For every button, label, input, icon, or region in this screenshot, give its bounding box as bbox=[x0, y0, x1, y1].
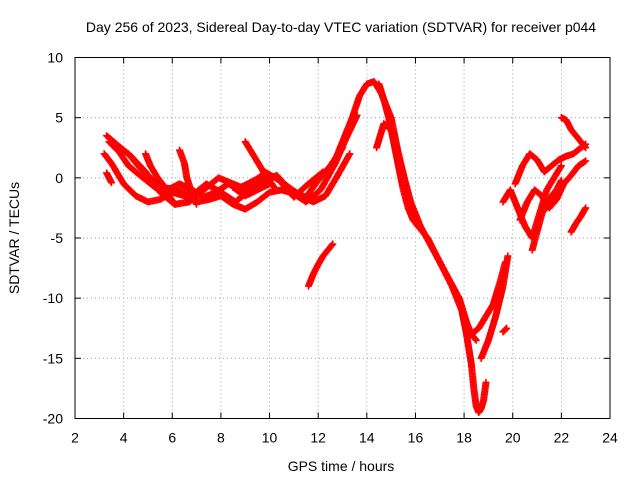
chart-title: Day 256 of 2023, Sidereal Day-to-day VTE… bbox=[86, 19, 596, 35]
x-tick-label: 24 bbox=[602, 430, 618, 446]
series-trace-13 bbox=[373, 120, 417, 216]
data-point-marker bbox=[582, 144, 590, 152]
data-point-marker bbox=[346, 150, 354, 158]
data-point-marker bbox=[482, 378, 490, 386]
data-point-marker bbox=[328, 241, 336, 249]
data-point-marker bbox=[504, 252, 512, 260]
data-point-marker bbox=[582, 204, 590, 212]
series-trace-18 bbox=[511, 140, 590, 188]
y-tick-label: -10 bbox=[43, 290, 63, 306]
x-tick-label: 14 bbox=[359, 430, 375, 446]
y-axis-label: SDTVAR / TECUs bbox=[6, 182, 22, 294]
x-tick-label: 12 bbox=[310, 430, 326, 446]
data-point-marker bbox=[409, 208, 417, 216]
y-tick-label: -5 bbox=[51, 230, 64, 246]
data-point-marker bbox=[581, 143, 589, 151]
y-tick-label: -20 bbox=[43, 411, 63, 427]
data-point-marker bbox=[501, 258, 509, 266]
x-tick-label: 22 bbox=[554, 430, 570, 446]
data-point-marker bbox=[107, 179, 115, 187]
series-trace-5 bbox=[142, 150, 179, 208]
series-trace-21 bbox=[557, 114, 590, 152]
data-point-marker bbox=[170, 199, 178, 207]
series-trace-10 bbox=[304, 240, 337, 290]
x-axis-label: GPS time / hours bbox=[288, 458, 395, 474]
data-point-marker bbox=[269, 182, 277, 190]
data-point-marker bbox=[193, 200, 201, 208]
data-point-marker bbox=[580, 158, 588, 166]
data-point-marker bbox=[318, 169, 326, 177]
data-point-marker bbox=[270, 183, 278, 191]
data-point-marker bbox=[502, 325, 510, 333]
data-point-marker bbox=[557, 163, 565, 171]
data-point-marker bbox=[557, 162, 565, 170]
data-point-marker bbox=[319, 168, 327, 176]
series-trace-3 bbox=[103, 111, 361, 208]
data-point-marker bbox=[503, 324, 511, 332]
x-tick-label: 20 bbox=[505, 430, 521, 446]
data-point-marker bbox=[472, 336, 480, 344]
series-trace-15 bbox=[467, 258, 509, 338]
grid bbox=[75, 57, 610, 419]
x-tick-label: 2 bbox=[71, 430, 79, 446]
data-point-marker bbox=[266, 180, 274, 188]
series-trace-7 bbox=[241, 138, 278, 191]
x-tick-label: 4 bbox=[120, 430, 128, 446]
series-trace-22 bbox=[567, 204, 590, 236]
data-point-marker bbox=[582, 157, 590, 165]
y-tick-label: -15 bbox=[43, 350, 63, 366]
x-tick-label: 6 bbox=[168, 430, 176, 446]
y-axis: -20 -15 -10 -5 0 5 10 bbox=[43, 50, 610, 427]
series-trace-6 bbox=[176, 146, 201, 208]
y-tick-label: 5 bbox=[55, 110, 63, 126]
data-point-marker bbox=[329, 240, 337, 248]
x-tick-label: 8 bbox=[217, 430, 225, 446]
data-points bbox=[100, 78, 590, 416]
data-point-marker bbox=[471, 335, 479, 343]
y-tick-label: 0 bbox=[55, 170, 63, 186]
series-trace-9 bbox=[103, 169, 115, 187]
x-tick-label: 10 bbox=[262, 430, 278, 446]
x-tick-label: 18 bbox=[456, 430, 472, 446]
data-point-marker bbox=[557, 176, 565, 184]
data-point-marker bbox=[171, 200, 179, 208]
y-tick-label: 10 bbox=[47, 50, 63, 66]
x-axis: 2 4 6 8 10 12 14 16 18 20 22 24 bbox=[71, 57, 618, 446]
series-trace-16 bbox=[499, 324, 511, 336]
series-trace-8 bbox=[229, 180, 274, 200]
x-tick-label: 16 bbox=[408, 430, 424, 446]
series-trace-23 bbox=[543, 176, 565, 212]
